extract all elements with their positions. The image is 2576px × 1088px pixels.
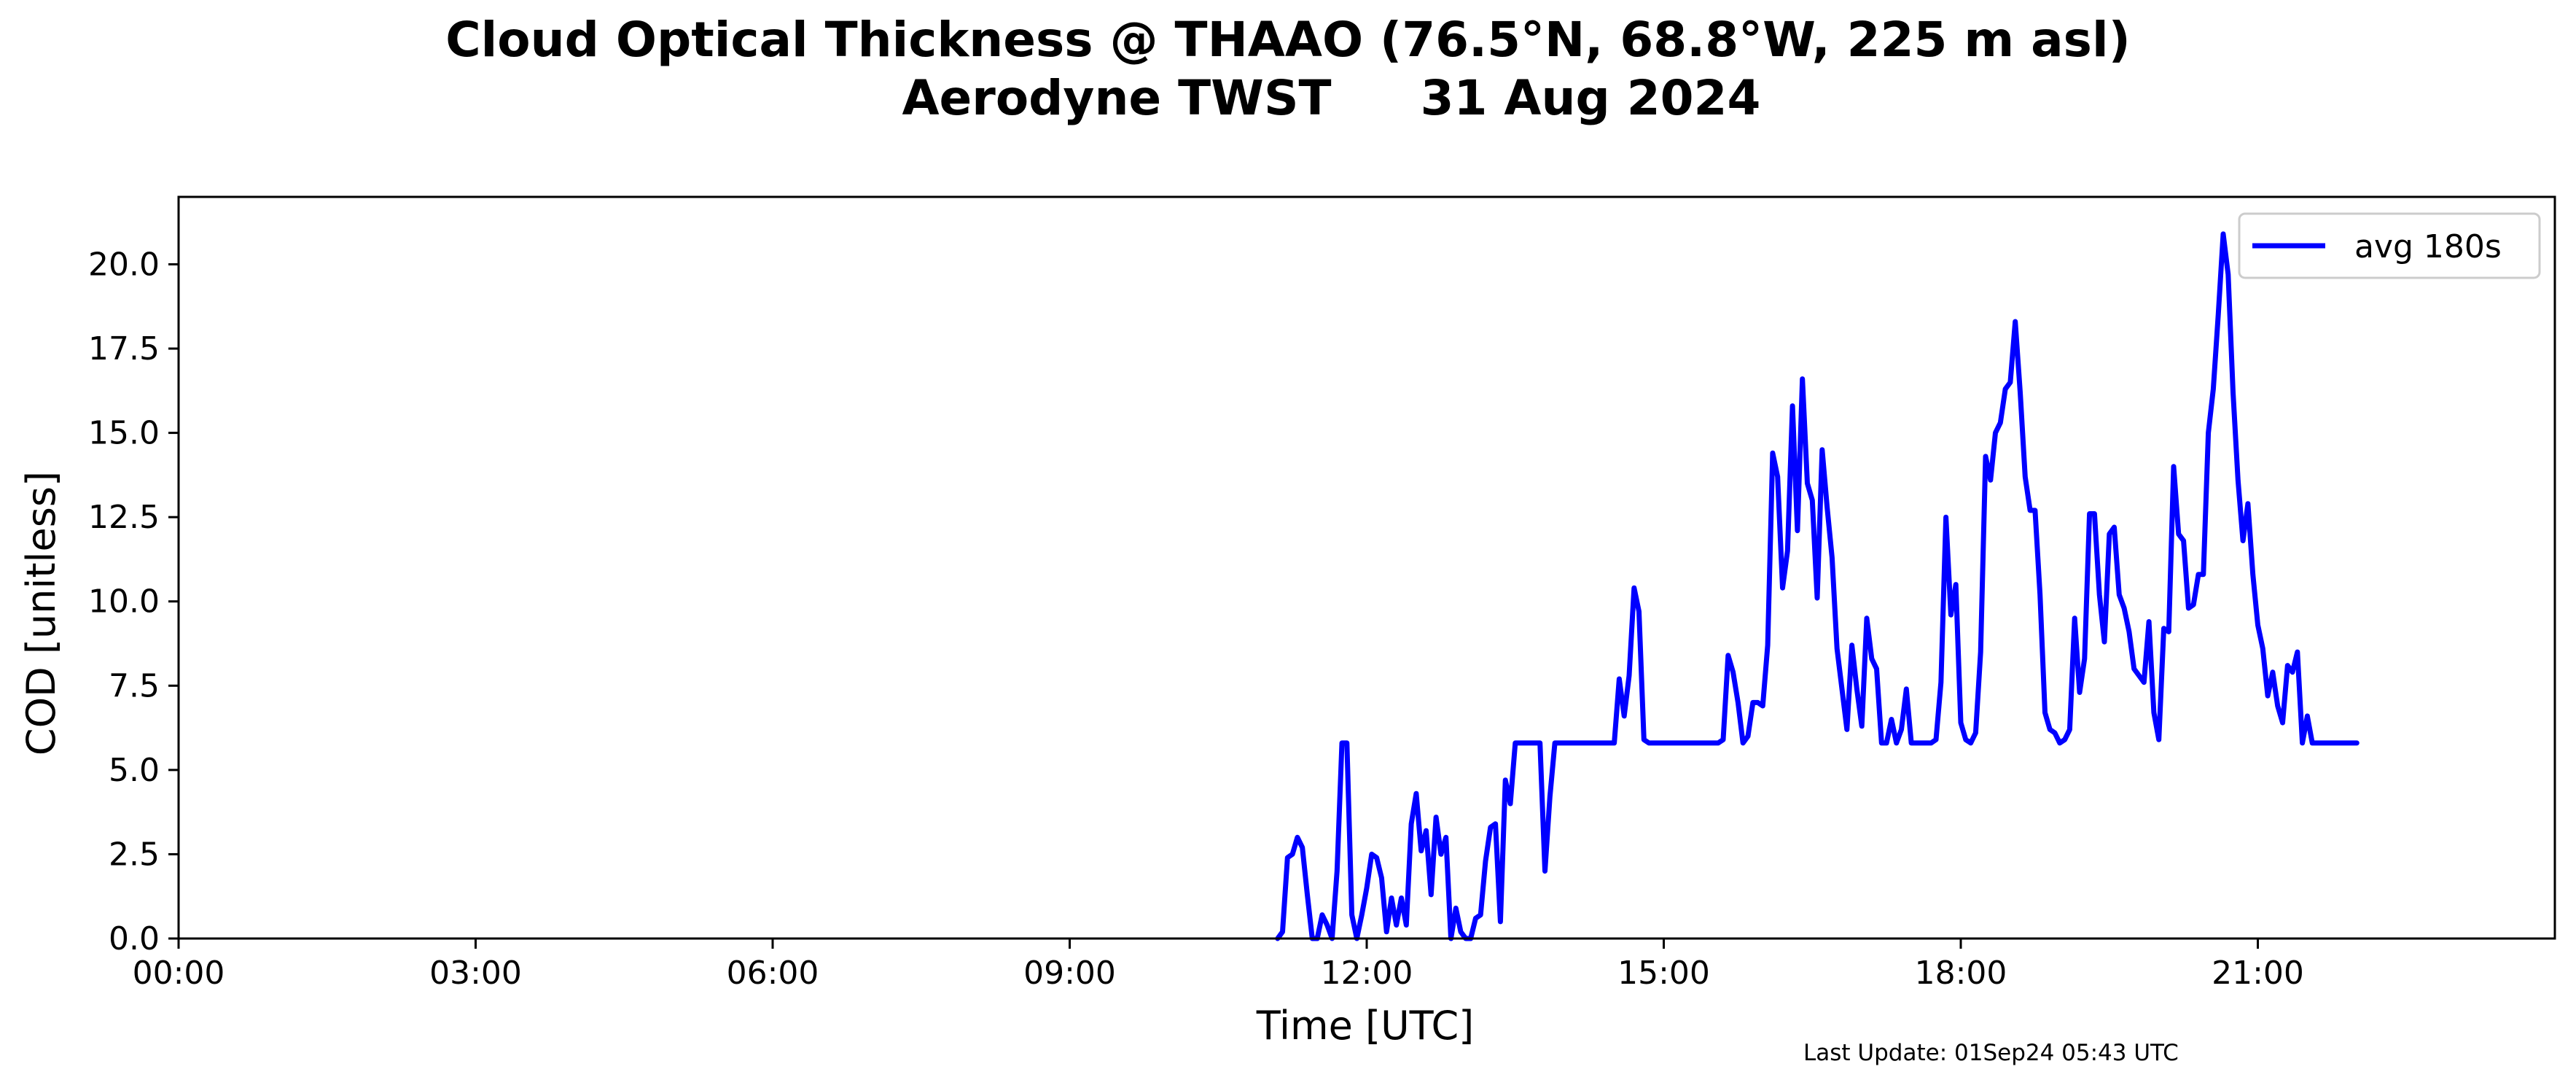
- y-axis-label: COD [unitless]: [18, 471, 64, 755]
- series-line-0: [1275, 231, 2360, 941]
- legend-box: [2238, 212, 2541, 279]
- x-tick-label: 12:00: [1321, 955, 1413, 992]
- x-tick-label: 03:00: [429, 955, 522, 992]
- legend: avg 180s: [2238, 212, 2541, 279]
- y-tick-label: 2.5: [109, 836, 160, 873]
- y-tick-label: 17.5: [88, 330, 160, 368]
- legend-entry-label: avg 180s: [2354, 228, 2502, 265]
- x-tick-label: 06:00: [727, 955, 819, 992]
- y-tick-label: 12.5: [88, 499, 160, 536]
- y-tick-label: 10.0: [88, 583, 160, 621]
- plot-area: 00:00 03:00 06:00 09:00 12:00 15:00 18:00 21:00…: [88, 195, 2556, 992]
- x-tick-label: 09:00: [1023, 955, 1116, 992]
- last-update-footer: Last Update: 01Sep24 05:43 UTC: [1803, 1040, 2179, 1066]
- x-tick-label: 21:00: [2212, 955, 2304, 992]
- chart-title-line1: Cloud Optical Thickness @ THAAO (76.5°N,…: [445, 12, 2131, 68]
- chart-title-line2-right: 31 Aug 2024: [1421, 70, 1761, 126]
- y-tick-label: 5.0: [109, 752, 160, 789]
- y-tick-label: 15.0: [88, 415, 160, 452]
- y-tick-label: 20.0: [88, 246, 160, 283]
- x-tick-label: 18:00: [1915, 955, 2007, 992]
- chart-title-line2-left: Aerodyne TWST: [902, 70, 1331, 126]
- y-tick-label: 7.5: [109, 667, 160, 704]
- y-tick-label: 0.0: [109, 920, 160, 957]
- x-tick-label: 00:00: [133, 955, 225, 992]
- x-tick-label: 15:00: [1617, 955, 1710, 992]
- x-axis-label: Time [UTC]: [1256, 1003, 1475, 1049]
